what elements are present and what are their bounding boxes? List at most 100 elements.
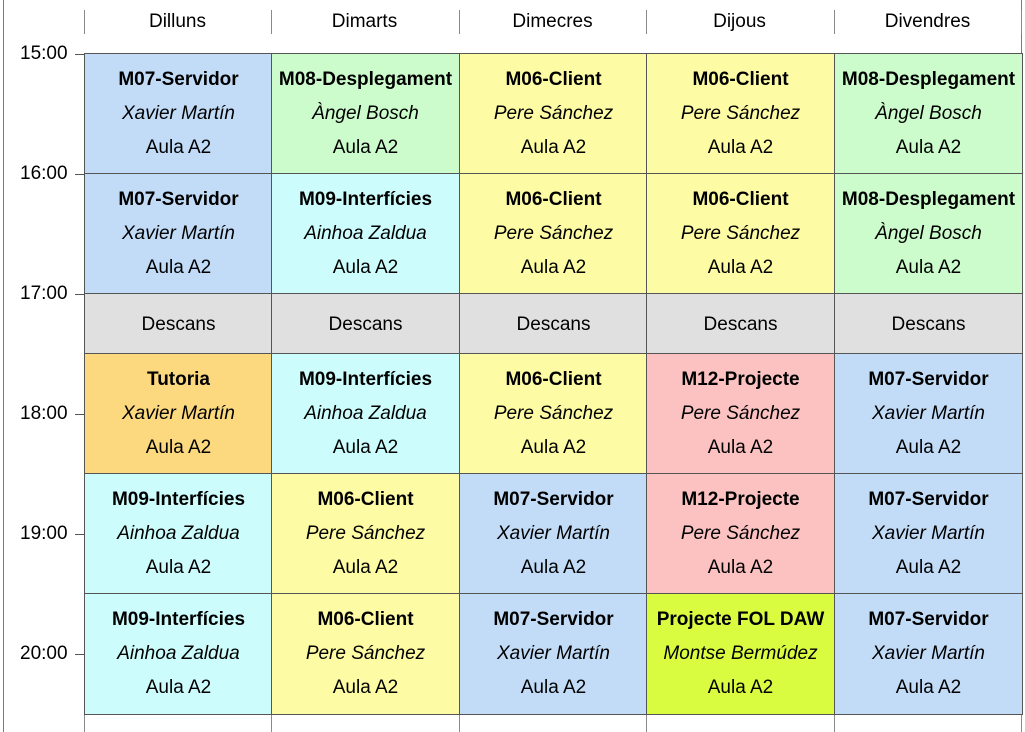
subject-title: M12-Projecte [681, 489, 800, 510]
room-label: Aula A2 [332, 257, 399, 278]
time-tick [75, 534, 85, 535]
break-slot: Descans [646, 293, 835, 355]
subject-title: M07-Servidor [118, 69, 239, 90]
subject-title: M09-Interfícies [298, 369, 433, 390]
subject-title: M06-Client [505, 189, 602, 210]
room-label: Aula A2 [895, 557, 962, 578]
room-label: Aula A2 [520, 137, 587, 158]
subject-title: M06-Client [505, 69, 602, 90]
teacher-name: Pere Sánchez [305, 643, 426, 664]
class-slot[interactable]: M07-Servidor Xavier Martín Aula A2 [84, 173, 273, 295]
day-header-divendres: Divendres [884, 11, 971, 32]
break-slot: Descans [271, 293, 460, 355]
subject-title: M08-Desplegament [841, 189, 1016, 210]
teacher-name: Pere Sánchez [680, 403, 801, 424]
class-slot[interactable]: M06-Client Pere Sánchez Aula A2 [459, 173, 648, 295]
class-slot[interactable]: M07-Servidor Xavier Martín Aula A2 [834, 353, 1023, 475]
class-slot[interactable]: M09-Interfícies Ainhoa Zaldua Aula A2 [84, 593, 273, 715]
class-slot[interactable]: M06-Client Pere Sánchez Aula A2 [646, 53, 835, 175]
class-slot[interactable]: Tutoria Xavier Martín Aula A2 [84, 353, 273, 475]
class-slot[interactable]: M07-Servidor Xavier Martín Aula A2 [459, 593, 648, 715]
time-tick [75, 414, 85, 415]
break-slot: Descans [459, 293, 648, 355]
time-tick [75, 174, 85, 175]
teacher-name: Pere Sánchez [493, 103, 614, 124]
teacher-name: Pere Sánchez [680, 523, 801, 544]
class-slot[interactable]: M09-Interfícies Ainhoa Zaldua Aula A2 [271, 353, 460, 475]
time-label-2000: 20:00 [20, 643, 68, 664]
room-label: Aula A2 [895, 677, 962, 698]
room-label: Aula A2 [707, 437, 774, 458]
teacher-name: Àngel Bosch [312, 103, 419, 124]
teacher-name: Pere Sánchez [493, 223, 614, 244]
break-label: Descans [141, 314, 216, 335]
room-label: Aula A2 [520, 677, 587, 698]
time-label-1900: 19:00 [20, 523, 68, 544]
class-slot[interactable]: M06-Client Pere Sánchez Aula A2 [646, 173, 835, 295]
day-header-dimecres: Dimecres [512, 11, 593, 32]
room-label: Aula A2 [332, 437, 399, 458]
header-separator [646, 10, 647, 34]
footer-separator [271, 715, 272, 732]
class-slot[interactable]: M06-Client Pere Sánchez Aula A2 [271, 473, 460, 595]
class-slot[interactable]: M08-Desplegament Àngel Bosch Aula A2 [834, 53, 1023, 175]
time-label-1600: 16:00 [20, 163, 68, 184]
break-label: Descans [891, 314, 966, 335]
class-slot[interactable]: M08-Desplegament Àngel Bosch Aula A2 [271, 53, 460, 175]
teacher-name: Xavier Martín [122, 403, 235, 424]
room-label: Aula A2 [332, 137, 399, 158]
time-tick [75, 54, 85, 55]
class-slot[interactable]: M07-Servidor Xavier Martín Aula A2 [834, 593, 1023, 715]
break-label: Descans [516, 314, 591, 335]
time-label-1700: 17:00 [20, 283, 68, 304]
room-label: Aula A2 [520, 257, 587, 278]
teacher-name: Àngel Bosch [875, 223, 982, 244]
room-label: Aula A2 [707, 257, 774, 278]
class-slot[interactable]: M07-Servidor Xavier Martín Aula A2 [84, 53, 273, 175]
room-label: Aula A2 [895, 257, 962, 278]
class-slot[interactable]: Projecte FOL DAW Montse Bermúdez Aula A2 [646, 593, 835, 715]
teacher-name: Pere Sánchez [680, 103, 801, 124]
room-label: Aula A2 [707, 137, 774, 158]
subject-title: M09-Interfícies [111, 609, 246, 630]
teacher-name: Xavier Martín [872, 523, 985, 544]
footer-separator [834, 715, 835, 732]
subject-title: Projecte FOL DAW [656, 609, 825, 630]
room-label: Aula A2 [145, 257, 212, 278]
break-label: Descans [703, 314, 778, 335]
teacher-name: Xavier Martín [122, 103, 235, 124]
subject-title: M06-Client [317, 609, 414, 630]
class-slot[interactable]: M12-Projecte Pere Sánchez Aula A2 [646, 353, 835, 475]
room-label: Aula A2 [520, 557, 587, 578]
subject-title: M07-Servidor [868, 369, 989, 390]
room-label: Aula A2 [707, 557, 774, 578]
room-label: Aula A2 [145, 137, 212, 158]
teacher-name: Ainhoa Zaldua [117, 643, 240, 664]
footer-separator [1021, 715, 1022, 732]
teacher-name: Pere Sánchez [305, 523, 426, 544]
subject-title: M06-Client [692, 69, 789, 90]
subject-title: M08-Desplegament [841, 69, 1016, 90]
class-slot[interactable]: M06-Client Pere Sánchez Aula A2 [459, 353, 648, 475]
subject-title: M09-Interfícies [111, 489, 246, 510]
header-separator [271, 10, 272, 34]
subject-title: M06-Client [505, 369, 602, 390]
class-slot[interactable]: M07-Servidor Xavier Martín Aula A2 [459, 473, 648, 595]
teacher-name: Xavier Martín [497, 523, 610, 544]
class-slot[interactable]: M08-Desplegament Àngel Bosch Aula A2 [834, 173, 1023, 295]
class-slot[interactable]: M09-Interfícies Ainhoa Zaldua Aula A2 [84, 473, 273, 595]
footer-separator [84, 715, 85, 732]
time-tick [75, 294, 85, 295]
footer-separator [459, 715, 460, 732]
class-slot[interactable]: M06-Client Pere Sánchez Aula A2 [459, 53, 648, 175]
break-slot: Descans [84, 293, 273, 355]
footer-separator [646, 715, 647, 732]
class-slot[interactable]: M12-Projecte Pere Sánchez Aula A2 [646, 473, 835, 595]
class-slot[interactable]: M06-Client Pere Sánchez Aula A2 [271, 593, 460, 715]
class-slot[interactable]: M09-Interfícies Ainhoa Zaldua Aula A2 [271, 173, 460, 295]
class-slot[interactable]: M07-Servidor Xavier Martín Aula A2 [834, 473, 1023, 595]
day-header-dilluns: Dilluns [148, 11, 207, 32]
header-separator [834, 10, 835, 34]
room-label: Aula A2 [332, 677, 399, 698]
teacher-name: Pere Sánchez [680, 223, 801, 244]
